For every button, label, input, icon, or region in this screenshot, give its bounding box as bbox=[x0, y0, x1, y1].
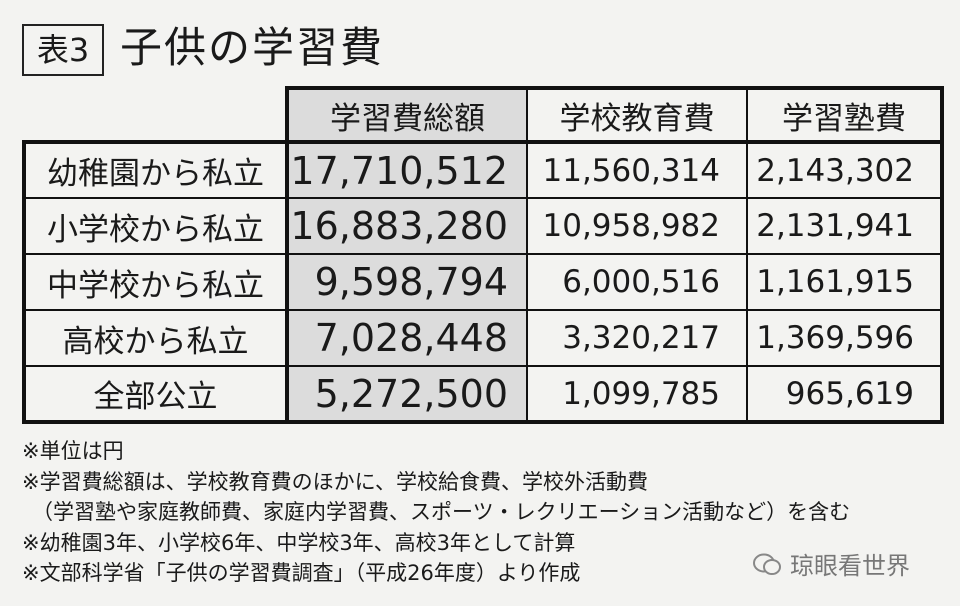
column-header: 学習費総額 bbox=[285, 86, 527, 144]
cell-value: 10,958,982 bbox=[526, 197, 747, 254]
header-row: 学習費総額 学校教育費 学習塾費 bbox=[24, 86, 944, 144]
watermark-text: 琼眼看世界 bbox=[790, 552, 910, 580]
table-row: 小学校から私立 16,883,280 10,958,982 2,131,941 bbox=[22, 197, 944, 254]
cell-value: 7,028,448 bbox=[285, 309, 527, 366]
data-table: 学習費総額 学校教育費 学習塾費 幼稚園から私立 17,710,512 11,560,31… bbox=[22, 86, 944, 424]
note-line: （学習塾や家庭教師費、家庭内学習費、スポーツ・レクリエーション活動など）を含む bbox=[32, 500, 851, 524]
watermark-icon bbox=[753, 553, 781, 575]
table-row: 中学校から私立 9,598,794 6,000,516 1,161,915 bbox=[22, 253, 944, 310]
cell-value: 11,560,314 bbox=[526, 141, 747, 198]
row-label: 高校から私立 bbox=[22, 309, 289, 366]
cell-value: 16,883,280 bbox=[285, 197, 527, 254]
watermark: 琼眼看世界 bbox=[752, 546, 910, 581]
cell-value: 2,143,302 bbox=[746, 141, 944, 198]
cell-value: 2,131,941 bbox=[746, 197, 944, 254]
table-row: 高校から私立 7,028,448 3,320,217 1,369,596 bbox=[22, 309, 944, 366]
note-line: ※文部科学省「子供の学習費調査」（平成26年度）より作成 bbox=[22, 561, 581, 585]
corner-cell bbox=[24, 88, 287, 142]
cell-value: 1,161,915 bbox=[746, 253, 944, 310]
table-row: 幼稚園から私立 17,710,512 11,560,314 2,143,302 bbox=[22, 140, 944, 198]
cell-value: 965,619 bbox=[746, 365, 944, 424]
row-label: 中学校から私立 bbox=[22, 253, 289, 310]
note-line: ※単位は円 bbox=[22, 439, 124, 463]
cell-value: 1,369,596 bbox=[746, 309, 944, 366]
note-line: ※幼稚園3年、小学校6年、中学校3年、高校3年として計算 bbox=[22, 530, 576, 555]
row-label: 幼稚園から私立 bbox=[22, 140, 289, 198]
note-line: ※学習費総額は、学校教育費のほかに、学校給食費、学校外活動費 bbox=[22, 469, 648, 494]
page-title: 子供の学習費 bbox=[120, 23, 385, 72]
cell-value: 3,320,217 bbox=[526, 309, 747, 366]
cell-value: 6,000,516 bbox=[526, 253, 747, 310]
cell-value: 9,598,794 bbox=[285, 253, 527, 310]
cell-value: 5,272,500 bbox=[285, 365, 527, 424]
notes: ※単位は円 ※学習費総額は、学校教育費のほかに、学校給食費、学校外活動費 （学習塾や… bbox=[22, 436, 850, 589]
table-row: 全部公立 5,272,500 1,099,785 965,619 bbox=[22, 365, 944, 424]
row-label: 全部公立 bbox=[22, 365, 289, 424]
table-label: 表3 bbox=[22, 24, 104, 76]
cell-value: 17,710,512 bbox=[285, 141, 527, 198]
cell-value: 1,099,785 bbox=[526, 365, 747, 424]
column-header: 学校教育費 bbox=[526, 86, 747, 144]
row-label: 小学校から私立 bbox=[22, 197, 289, 254]
column-header: 学習塾費 bbox=[746, 86, 944, 144]
